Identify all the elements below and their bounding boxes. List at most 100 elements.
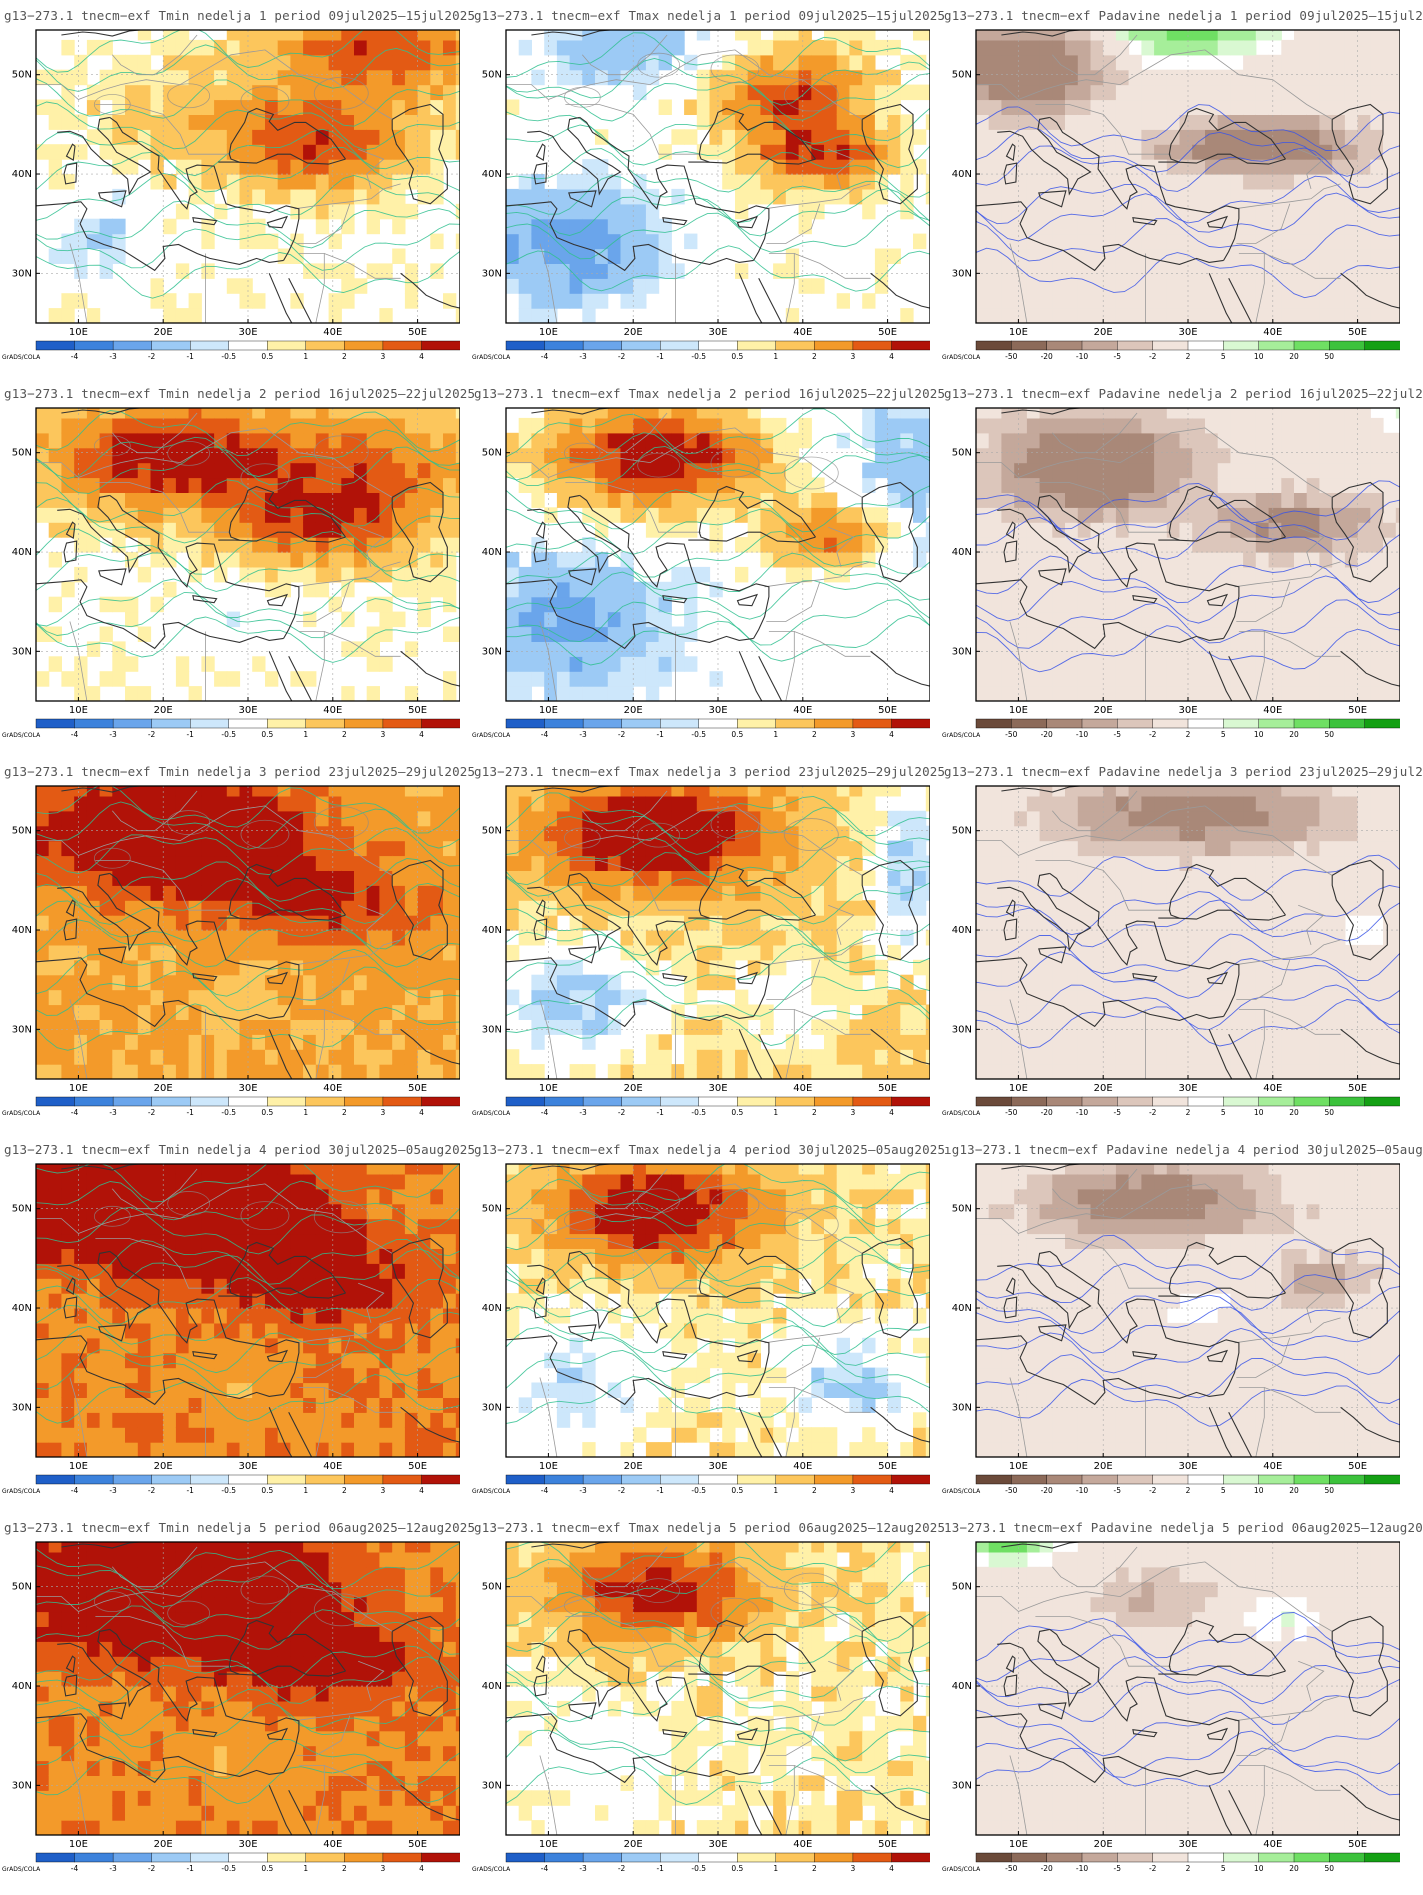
lon-label: 20E <box>154 705 173 716</box>
lat-label: 40N <box>482 169 502 180</box>
colorbar-swatch <box>267 1852 307 1863</box>
lat-label: 50N <box>482 826 502 837</box>
panel-title: g13−273.1 tnecm−exf Tmin nedelja 5 perio… <box>4 1520 476 1535</box>
colorbar-label: 3 <box>851 1864 856 1873</box>
colorbar-label: 1 <box>303 730 308 739</box>
colorbar-label: -5 <box>1114 1864 1122 1873</box>
map-plot: 50N 40N 30N 10E 20E 30E 40E 50E -4 -3 -2 -1 -0.5 0.5 1… <box>2 1541 460 1873</box>
colorbar-swatch <box>1364 1852 1400 1863</box>
lon-label: 40E <box>323 1461 342 1472</box>
coastlines <box>36 408 460 701</box>
lon-label: 10E <box>69 327 88 338</box>
colorbar-swatch <box>344 718 384 729</box>
colorbar-label: 0.5 <box>261 1864 273 1873</box>
colorbar-swatch <box>1011 1852 1048 1863</box>
colorbar-swatch <box>621 1852 661 1863</box>
map-panel-prec-week-2: 50N 40N 30N 10E 20E 30E 40E 50E -50 -20 -10 -5 -2 2 5 1… <box>940 382 1423 758</box>
colorbar-label: -4 <box>71 1108 79 1117</box>
colorbar-swatch <box>1011 1474 1048 1485</box>
colorbar-swatch <box>975 340 1012 351</box>
colorbar-label: 1 <box>773 1486 778 1495</box>
colorbar-swatch <box>1293 718 1330 729</box>
panel-title: 13−273.1 tnecm−exf Padavine nedelja 5 pe… <box>944 1520 1423 1535</box>
colorbar-swatch <box>74 718 114 729</box>
colorbar-swatch <box>852 1096 892 1107</box>
colorbar-label: -4 <box>71 730 79 739</box>
colorbar-swatch <box>421 340 460 351</box>
colorbar-swatch <box>775 1474 815 1485</box>
lon-label: 30E <box>238 1461 257 1472</box>
colorbar-label: 3 <box>851 730 856 739</box>
panel-title: g13−273.1 tnecm−exf Tmax nedelja 3 perio… <box>474 764 946 779</box>
country-borders <box>976 790 1341 1079</box>
coastlines <box>36 30 460 323</box>
lon-label: 50E <box>1348 1083 1367 1094</box>
lon-label: 40E <box>793 1083 812 1094</box>
map-plot: 50N 40N 30N 10E 20E 30E 40E 50E -4 -3 -2 -1 -0.5 0.5 1… <box>472 407 930 739</box>
colorbar-label: -1 <box>186 1486 194 1495</box>
colorbar-swatch <box>621 340 661 351</box>
map-panel-prec-week-1: 50N 40N 30N 10E 20E 30E 40E 50E -50 -20 -10 -5 -2 2 5 1… <box>940 4 1423 380</box>
colorbar-label: 10 <box>1254 1864 1264 1873</box>
lon-label: 30E <box>1178 1839 1197 1850</box>
colorbar-label: -2 <box>618 1486 626 1495</box>
map-plot: 50N 40N 30N 10E 20E 30E 40E 50E -50 -20 -10 -5 -2 2 5 1… <box>942 29 1400 361</box>
lon-label: 40E <box>323 1839 342 1850</box>
colorbar-swatch <box>421 1852 460 1863</box>
lon-label: 50E <box>1348 1461 1367 1472</box>
colorbar-swatch <box>1223 340 1260 351</box>
colorbar-label: -0.5 <box>691 352 706 361</box>
lon-label: 20E <box>154 1839 173 1850</box>
colorbar-swatch <box>228 718 268 729</box>
country-borders <box>36 34 401 323</box>
lat-label: 50N <box>952 1582 972 1593</box>
grads-credit: GrADS/COLA <box>2 1866 41 1873</box>
map-panel-tmin-week-1: 50N 40N 30N 10E 20E 30E 40E 50E -4 -3 -2 -1 -0.5 0.5 1… <box>0 4 475 380</box>
colorbar-swatch <box>975 718 1012 729</box>
colorbar-label: -4 <box>541 1864 549 1873</box>
colorbar-swatch <box>35 1096 75 1107</box>
lat-label: 50N <box>12 1204 32 1215</box>
colorbar-swatch <box>1117 340 1154 351</box>
lon-label: 30E <box>238 1839 257 1850</box>
lon-label: 20E <box>154 327 173 338</box>
lon-label: 40E <box>793 705 812 716</box>
lon-label: 50E <box>408 327 427 338</box>
colorbar-swatch <box>35 718 75 729</box>
colorbar-swatch <box>775 1852 815 1863</box>
colorbar-label: 2 <box>342 1108 347 1117</box>
lon-label: 20E <box>1094 1461 1113 1472</box>
grads-credit: GrADS/COLA <box>942 1488 981 1495</box>
lon-label: 30E <box>708 1839 727 1850</box>
colorbar-label: -3 <box>109 1108 117 1117</box>
colorbar-swatch <box>775 340 815 351</box>
colorbar-label: -50 <box>1005 1486 1017 1495</box>
grads-credit: GrADS/COLA <box>472 1488 511 1495</box>
lat-label: 50N <box>482 70 502 81</box>
colorbar-label: 2 <box>812 1864 817 1873</box>
anomaly-field <box>36 786 460 1079</box>
colorbar-swatch <box>775 718 815 729</box>
map-plot: 50N 40N 30N 10E 20E 30E 40E 50E -4 -3 -2 -1 -0.5 0.5 1… <box>472 1163 930 1495</box>
colorbar-label: 5 <box>1221 1486 1226 1495</box>
coastlines <box>976 30 1400 323</box>
colorbar-swatch <box>382 1474 422 1485</box>
colorbar-swatch <box>1152 1474 1189 1485</box>
colorbar-swatch <box>1046 1096 1083 1107</box>
colorbar-swatch <box>228 1096 268 1107</box>
colorbar-label: 3 <box>381 730 386 739</box>
lon-label: 20E <box>1094 327 1113 338</box>
lon-label: 40E <box>1263 1839 1282 1850</box>
map-plot: 50N 40N 30N 10E 20E 30E 40E 50E -50 -20 -10 -5 -2 2 5 1… <box>942 785 1400 1117</box>
colorbar-swatch <box>344 1096 384 1107</box>
colorbar-label: 5 <box>1221 730 1226 739</box>
colorbar-label: 10 <box>1254 1108 1264 1117</box>
lat-label: 40N <box>952 169 972 180</box>
colorbar-label: -20 <box>1041 352 1053 361</box>
map-panel-tmax-week-2: 50N 40N 30N 10E 20E 30E 40E 50E -4 -3 -2 -1 -0.5 0.5 1… <box>470 382 945 758</box>
coastlines <box>36 1164 460 1457</box>
colorbar-label: 1 <box>773 1108 778 1117</box>
grads-credit: GrADS/COLA <box>472 1110 511 1117</box>
colorbar-swatch <box>891 718 930 729</box>
colorbar-swatch <box>1223 1852 1260 1863</box>
